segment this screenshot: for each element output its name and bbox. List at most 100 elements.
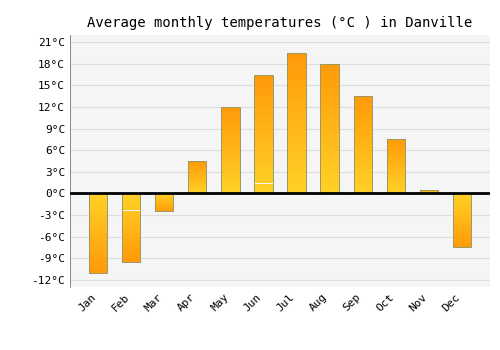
Bar: [354, 120, 372, 122]
Bar: [122, 245, 141, 246]
Bar: [122, 224, 141, 225]
Bar: [254, 86, 272, 89]
Bar: [452, 211, 471, 212]
Bar: [320, 116, 338, 118]
Bar: [89, 267, 108, 269]
Bar: [222, 172, 240, 173]
Bar: [222, 179, 240, 181]
Bar: [188, 191, 206, 192]
Bar: [122, 256, 141, 257]
Bar: [354, 99, 372, 101]
Bar: [320, 178, 338, 181]
Bar: [188, 190, 206, 191]
Bar: [386, 156, 405, 158]
Bar: [122, 254, 141, 255]
Bar: [222, 162, 240, 163]
Bar: [452, 229, 471, 230]
Bar: [122, 259, 141, 261]
Bar: [288, 182, 306, 184]
Bar: [254, 92, 272, 95]
Bar: [222, 192, 240, 194]
Bar: [386, 158, 405, 159]
Bar: [386, 161, 405, 162]
Bar: [122, 213, 141, 214]
Bar: [386, 164, 405, 166]
Bar: [222, 111, 240, 113]
Bar: [354, 163, 372, 164]
Bar: [354, 112, 372, 114]
Bar: [354, 127, 372, 128]
Bar: [254, 112, 272, 114]
Bar: [188, 181, 206, 182]
Bar: [320, 122, 338, 124]
Bar: [254, 80, 272, 83]
Bar: [320, 64, 338, 66]
Bar: [452, 233, 471, 234]
Bar: [89, 254, 108, 256]
Bar: [354, 168, 372, 169]
Bar: [188, 193, 206, 194]
Bar: [354, 146, 372, 148]
Bar: [254, 182, 272, 183]
Bar: [89, 240, 108, 241]
Bar: [320, 70, 338, 72]
Bar: [320, 85, 338, 88]
Bar: [89, 220, 108, 221]
Bar: [320, 98, 338, 100]
Bar: [320, 191, 338, 194]
Bar: [254, 186, 272, 188]
Bar: [452, 232, 471, 233]
Bar: [89, 195, 108, 196]
Bar: [386, 190, 405, 191]
Bar: [222, 139, 240, 140]
Bar: [354, 117, 372, 119]
Bar: [354, 96, 372, 98]
Bar: [122, 208, 141, 209]
Bar: [222, 190, 240, 192]
Bar: [452, 199, 471, 200]
Bar: [354, 161, 372, 163]
Bar: [386, 172, 405, 173]
Bar: [354, 138, 372, 140]
Bar: [320, 90, 338, 92]
Bar: [222, 168, 240, 169]
Bar: [320, 66, 338, 68]
Bar: [89, 236, 108, 237]
Bar: [222, 186, 240, 188]
Bar: [122, 221, 141, 222]
Bar: [89, 197, 108, 199]
Bar: [320, 103, 338, 105]
Bar: [188, 168, 206, 169]
Bar: [122, 207, 141, 208]
Bar: [122, 217, 141, 218]
Bar: [222, 133, 240, 134]
Bar: [354, 179, 372, 181]
Bar: [254, 108, 272, 110]
Bar: [188, 180, 206, 181]
Bar: [222, 113, 240, 114]
Bar: [89, 259, 108, 261]
Bar: [254, 100, 272, 102]
Bar: [288, 151, 306, 154]
Bar: [320, 92, 338, 94]
Bar: [89, 247, 108, 249]
Bar: [89, 213, 108, 215]
Bar: [288, 93, 306, 95]
Bar: [452, 227, 471, 228]
Bar: [354, 181, 372, 182]
Bar: [288, 133, 306, 135]
Bar: [320, 72, 338, 75]
Bar: [89, 241, 108, 242]
Bar: [222, 173, 240, 175]
Bar: [288, 175, 306, 177]
Bar: [354, 184, 372, 185]
Bar: [320, 105, 338, 107]
Bar: [254, 144, 272, 146]
Bar: [386, 183, 405, 184]
Bar: [320, 144, 338, 146]
Bar: [222, 130, 240, 132]
Bar: [320, 111, 338, 113]
Bar: [122, 194, 141, 262]
Bar: [222, 114, 240, 116]
Bar: [222, 185, 240, 186]
